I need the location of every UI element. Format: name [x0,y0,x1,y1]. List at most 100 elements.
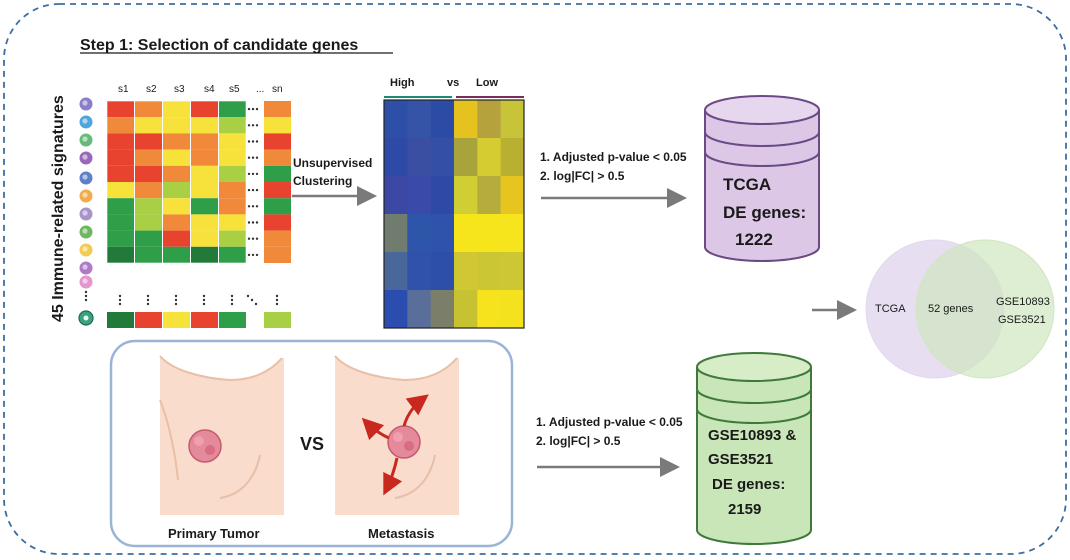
heatmap-cell [384,252,408,291]
matrix-cell [135,182,162,199]
matrix-cell [135,133,162,150]
top-criterion-1: 1. Adjusted p-value < 0.05 [540,150,687,164]
heatmap-cell [500,176,525,215]
matrix-cell [264,149,291,166]
immune-signature-matrix [106,100,291,328]
matrix-last-row-cell [264,312,291,328]
heatmap-cell [454,100,478,139]
sample-column-label: ... [256,84,264,95]
clustering-label-line2: Clustering [293,174,352,188]
matrix-cell [191,117,218,134]
primary-tumor-figure [159,355,284,515]
matrix-outline [106,100,247,264]
vs-label: vs [447,77,459,89]
matrix-ellipsis-dot [255,205,259,208]
expression-heatmap [383,99,525,329]
primary-tumor-label: Primary Tumor [168,526,260,541]
matrix-vertical-dot [202,302,206,306]
matrix-vertical-dot [174,298,178,302]
heatmap-cell [500,138,525,177]
heatmap-cell [407,138,431,177]
heatmap-border [383,99,525,329]
immune-cell-nucleus [82,228,88,234]
heatmap-cell [430,138,455,177]
top-criterion-2: 2. log|FC| > 0.5 [540,169,625,183]
matrix-cell [163,246,190,263]
bottom-criterion-1: 1. Adjusted p-value < 0.05 [536,415,683,429]
matrix-cell [163,149,190,166]
matrix-cell [264,101,291,118]
matrix-vertical-dot [202,298,206,302]
heatmap-cell [407,290,431,329]
matrix-cell [163,133,190,150]
heatmap-cell [454,214,478,253]
heatmap-cell [384,100,408,139]
matrix-vertical-dot [230,302,234,306]
immune-cell-nucleus [82,174,88,180]
venn-left-label: TCGA [875,303,906,315]
heatmap-cell [430,252,455,291]
matrix-cell [135,230,162,247]
sample-column-label: s1 [118,84,129,95]
matrix-vertical-dot [118,302,122,306]
matrix-ellipsis-dot [251,172,255,176]
low-label: Low [476,77,498,89]
sample-column-labels: s1 s2 s3 s4 s5... sn [118,84,283,95]
heatmap-cell [407,252,431,291]
bottom-criterion-2: 2. log|FC| > 0.5 [536,434,621,448]
matrix-cell [135,117,162,134]
tcga-db-label: DE genes: [723,203,806,222]
matrix-vertical-dot [146,298,150,302]
matrix-ellipsis-dot [251,237,255,240]
icon-ellipsis-dot [84,290,88,294]
immune-cell-nucleus [83,315,89,321]
matrix-cell [107,133,134,150]
matrix-cell [135,149,162,166]
geo-database-icon [696,352,812,545]
heatmap-cell [477,290,501,329]
matrix-ellipsis-dot [255,172,259,176]
sample-column-label: s5 [229,84,240,95]
matrix-cell [264,165,291,182]
matrix-cell [107,246,134,263]
matrix-cell [191,246,218,263]
geo-db-title-1: GSE10893 & [708,427,797,444]
matrix-cell [163,101,190,118]
matrix-ellipsis-dot [251,253,255,257]
immune-cell-nucleus [82,136,88,142]
matrix-cell [219,133,246,150]
matrix-cell [163,230,190,247]
heatmap-cell [430,176,455,215]
matrix-ellipsis-dot [247,107,251,111]
matrix-ellipsis-dot [247,253,251,257]
heatmap-cell [477,214,501,253]
matrix-ellipsis-dot [251,156,255,159]
matrix-ellipsis-dot [251,205,255,208]
immune-cell-nucleus [82,100,88,106]
venn-center-label: 52 genes [928,303,974,315]
heatmap-cell [384,290,408,329]
matrix-ellipsis-dot [247,156,251,159]
matrix-cell [135,101,162,118]
matrix-ellipsis-dot [251,140,255,143]
tcga-db-title: TCGA [723,175,771,194]
matrix-cell [264,182,291,199]
matrix-cell [163,214,190,231]
matrix-cell [191,198,218,215]
matrix-cell [107,198,134,215]
matrix-cell [219,230,246,247]
matrix-ellipsis-dot [255,188,259,192]
clustering-label-line1: Unsupervised [293,156,372,170]
matrix-cell [219,214,246,231]
heatmap-cell [407,214,431,253]
matrix-cell [219,149,246,166]
heatmap-cell [477,100,501,139]
comparison-vs: VS [300,434,324,454]
matrix-vertical-dot [118,294,122,298]
heatmap-cell [407,100,431,139]
matrix-last-row-cell [107,312,134,328]
matrix-diagonal-dot [250,298,254,302]
matrix-ellipsis-dot [251,188,255,192]
matrix-cell [163,117,190,134]
matrix-cell [191,133,218,150]
